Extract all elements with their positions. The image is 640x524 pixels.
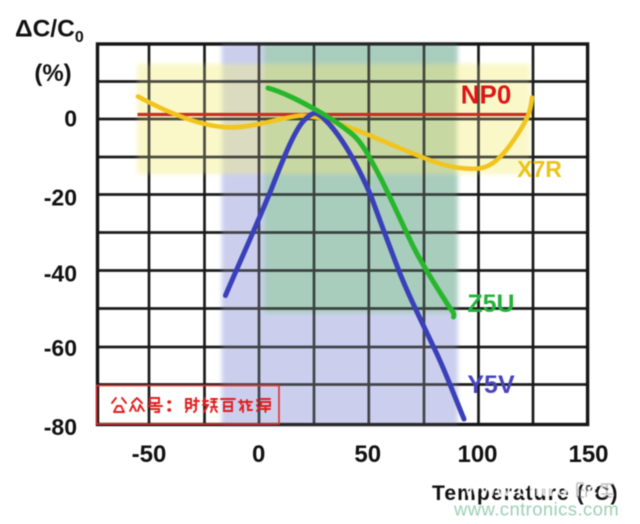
svg-text:X7R: X7R <box>517 156 562 182</box>
svg-text:-20: -20 <box>44 185 77 211</box>
svg-text:www.cntronics.com: www.cntronics.com <box>464 480 640 501</box>
svg-text:ΔC/C0: ΔC/C0 <box>15 16 84 47</box>
svg-text:100: 100 <box>457 441 497 468</box>
svg-text:Z5U: Z5U <box>467 290 514 318</box>
svg-text:www.cntronics.com: www.cntronics.com <box>453 499 619 520</box>
svg-text:-60: -60 <box>44 335 77 361</box>
svg-text:NP0: NP0 <box>461 80 512 110</box>
svg-text:-80: -80 <box>44 414 77 440</box>
svg-text:Y5V: Y5V <box>467 371 515 399</box>
svg-text:-50: -50 <box>132 441 167 468</box>
svg-text:150: 150 <box>568 441 608 468</box>
svg-text:0: 0 <box>64 106 77 132</box>
svg-text:0: 0 <box>252 441 265 468</box>
svg-text:Temperature (°C): Temperature (°C) <box>432 482 619 505</box>
svg-text:-40: -40 <box>44 261 77 287</box>
svg-text:(%): (%) <box>34 60 71 87</box>
svg-text:50: 50 <box>354 441 381 468</box>
